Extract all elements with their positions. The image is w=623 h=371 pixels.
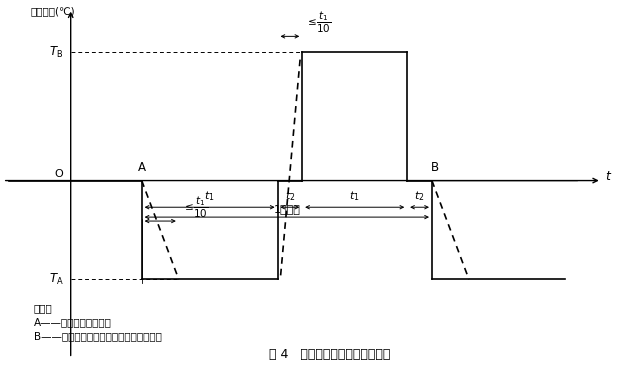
Text: B: B: [431, 161, 439, 174]
Text: $T_{\mathrm{B}}$: $T_{\mathrm{B}}$: [49, 45, 64, 60]
Text: $t_1$: $t_1$: [204, 190, 215, 203]
Text: 说明：: 说明：: [34, 303, 52, 313]
Text: B——第一个循环结束，第二个循环开始。: B——第一个循环结束，第二个循环开始。: [34, 331, 161, 341]
Text: A——第一个循环开始；: A——第一个循环开始；: [34, 317, 112, 327]
Text: $\leq\!\dfrac{t_1}{10}$: $\leq\!\dfrac{t_1}{10}$: [182, 195, 208, 220]
Text: 1个循环: 1个循环: [273, 204, 300, 214]
Text: A: A: [138, 161, 146, 174]
Text: O: O: [55, 168, 64, 178]
Text: $\leq\!\dfrac{t_1}{10}$: $\leq\!\dfrac{t_1}{10}$: [305, 10, 331, 35]
Text: $t_1$: $t_1$: [350, 190, 360, 203]
Text: 箱内温度(℃): 箱内温度(℃): [31, 6, 75, 16]
Text: $t_2$: $t_2$: [414, 190, 425, 203]
Text: t: t: [605, 170, 610, 183]
Text: $t_2$: $t_2$: [285, 190, 295, 203]
Text: 图 4   耐温度变化试验温度循环图: 图 4 耐温度变化试验温度循环图: [269, 348, 391, 361]
Text: $T_{\mathrm{A}}$: $T_{\mathrm{A}}$: [49, 272, 64, 287]
